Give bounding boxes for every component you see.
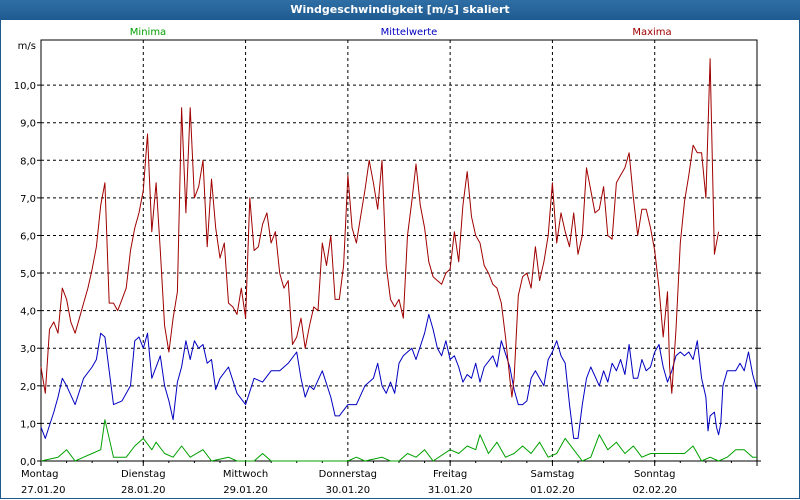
x-axis: Montag 27.01.20 Dienstag 28.01.20 Mittwoch 29… <box>21 461 758 496</box>
chart-frame: 0,0 1,0 2,0 3,0 4,0 5,0 6,0 7,0 8,0 9,0 10,0 m/s Mo… <box>0 20 800 499</box>
x-date-label: 30.01.20 <box>326 485 371 496</box>
grid-lines <box>41 40 757 462</box>
y-tick-label: 7,0 <box>20 194 36 205</box>
wind-speed-chart: 0,0 1,0 2,0 3,0 4,0 5,0 6,0 7,0 8,0 9,0 10,0 m/s Mo… <box>14 27 761 496</box>
legend: Minima Mittelwerte Maxima <box>130 27 672 38</box>
x-day-label: Freitag <box>433 469 467 480</box>
x-day-label: Mittwoch <box>223 469 268 480</box>
y-tick-label: 3,0 <box>20 344 36 355</box>
y-tick-label: 4,0 <box>20 307 36 318</box>
x-day-label: Donnerstag <box>319 469 377 480</box>
x-day-label: Samstag <box>531 469 575 480</box>
x-date-label: 27.01.20 <box>21 485 66 496</box>
x-date-label: 28.01.20 <box>121 485 166 496</box>
x-date-label: 02.02.20 <box>632 485 677 496</box>
legend-minima: Minima <box>130 27 166 38</box>
x-date-label: 01.02.20 <box>530 485 575 496</box>
y-tick-label: 10,0 <box>14 81 36 92</box>
y-tick-label: 8,0 <box>20 156 36 167</box>
x-day-label: Sonntag <box>634 469 676 480</box>
y-tick-label: 1,0 <box>20 419 36 430</box>
y-tick-label: 2,0 <box>20 382 36 393</box>
y-axis: 0,0 1,0 2,0 3,0 4,0 5,0 6,0 7,0 8,0 9,0 10,0 m/s <box>14 41 761 468</box>
legend-mittelwerte: Mittelwerte <box>381 27 438 38</box>
series-lines <box>40 58 758 462</box>
chart-title: Windgeschwindigkeit [m/s] skaliert <box>0 0 800 20</box>
y-tick-label: 9,0 <box>20 119 36 130</box>
legend-maxima: Maxima <box>632 27 671 38</box>
y-tick-label: 6,0 <box>20 231 36 242</box>
x-day-label: Dienstag <box>121 469 166 480</box>
y-axis-label: m/s <box>18 41 36 52</box>
series-line-mittelwerte <box>40 313 758 439</box>
x-date-label: 29.01.20 <box>223 485 268 496</box>
x-day-label: Montag <box>21 469 58 480</box>
x-date-label: 31.01.20 <box>428 485 473 496</box>
series-line-minima <box>40 419 757 462</box>
plot-border <box>40 39 758 462</box>
y-tick-label: 0,0 <box>20 457 36 468</box>
y-tick-label: 5,0 <box>20 269 36 280</box>
series-line-maxima <box>40 58 720 398</box>
